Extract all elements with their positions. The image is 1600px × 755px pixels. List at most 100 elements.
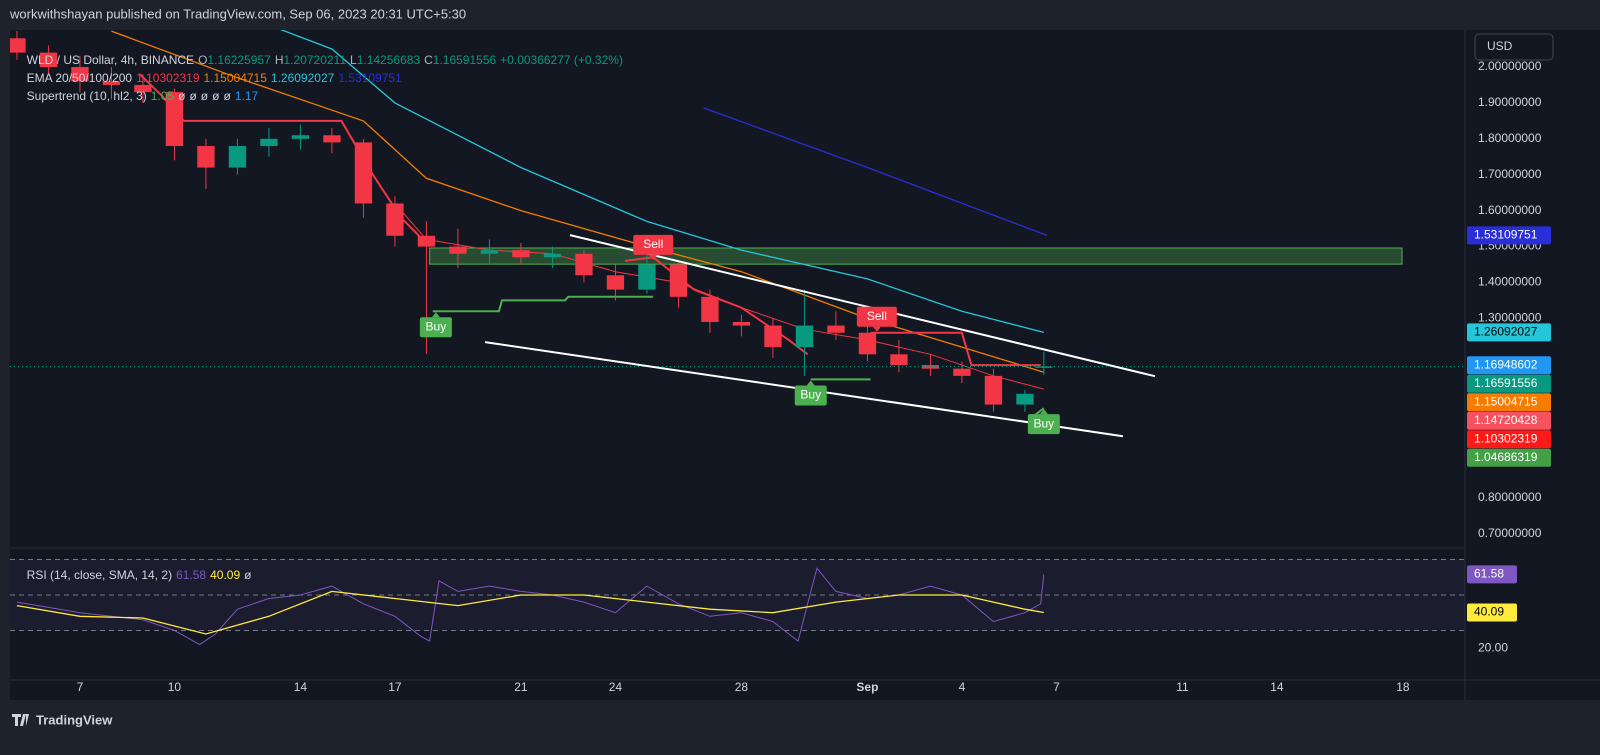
signal-label: Buy (1033, 416, 1054, 430)
st-value: ø (189, 89, 197, 103)
x-tick-label: 7 (1053, 680, 1060, 694)
candle-body (260, 138, 278, 147)
candle-body (417, 235, 436, 247)
x-tick-label: 21 (514, 680, 528, 694)
candle-body (701, 296, 719, 322)
candle-body (134, 84, 152, 93)
price-box-label: 1.16591556 (1474, 376, 1538, 390)
y-tick-label: 1.90000000 (1478, 95, 1542, 109)
candle-body (764, 325, 782, 348)
candle-body (575, 253, 593, 276)
x-tick-label: 4 (959, 680, 966, 694)
change: +0.00366277 (+0.32%) (500, 53, 623, 67)
x-tick-label: 10 (168, 680, 182, 694)
rsi-label: RSI (14, close, SMA, 14, 2) (26, 568, 173, 582)
o-letter: O (198, 53, 208, 67)
candle-body (638, 264, 656, 290)
candle-body (890, 354, 908, 366)
signal-box (856, 306, 897, 327)
ema100-value: 1.26092027 (270, 71, 335, 85)
candle-body (1035, 366, 1053, 368)
y-tick-label: 1.30000000 (1478, 311, 1542, 325)
currency[interactable]: USD (1487, 39, 1513, 53)
price-box (1467, 323, 1551, 342)
st-value: ø (223, 89, 231, 103)
logo-icon (12, 714, 29, 726)
c-letter: C (424, 53, 433, 67)
l-letter: L (350, 53, 357, 67)
rsi-sma-line (16, 590, 1044, 635)
h-letter: H (274, 53, 284, 67)
price-box-label: 1.16948602 (1474, 357, 1538, 371)
ema-label: EMA 20/50/100/200 (26, 71, 133, 85)
y-tick-label: 2.00000000 (1478, 59, 1542, 73)
price-box-label: 1.14720428 (1474, 413, 1538, 427)
st-value: 1.17 (234, 89, 259, 103)
o-value: 1.16225957 (207, 53, 271, 67)
signal-arrow (649, 254, 658, 260)
symbol: WLD / US Dollar, 4h, BINANCE (26, 53, 195, 67)
candle-body (984, 375, 1003, 405)
candle-body (291, 135, 310, 139)
signal-label: Buy (800, 388, 821, 402)
candle-body (228, 146, 247, 168)
rsi-pane (10, 558, 1465, 646)
candle-body (606, 275, 625, 290)
y-tick-label: 1.60000000 (1478, 203, 1542, 217)
candle-body (197, 146, 215, 168)
main-pane: Buy Sell Buy Sell Buy (10, 30, 1465, 438)
ema20-value: 1.10302319 (136, 71, 200, 85)
price-box (1467, 393, 1551, 412)
x-tick-label: 18 (1396, 680, 1410, 694)
rsi-box-label: 40.09 (1474, 605, 1504, 619)
ema50-value: 1.15004715 (203, 71, 267, 85)
rsi-band-fill (10, 559, 1465, 631)
price-box-label: 1.26092027 (1474, 325, 1538, 339)
signal-box (794, 385, 827, 406)
candle-body (795, 325, 814, 348)
rsi-box-label: 61.58 (1474, 567, 1504, 581)
y-tick-label: 0.70000000 (1478, 526, 1542, 540)
signal-box (1027, 414, 1060, 435)
candle-body (102, 81, 121, 85)
axes: 7 10 14 17 21 24 28 Sep 4 7 11 14 18 2.00000000 1.9000… (77, 59, 1551, 694)
supertrend-line (139, 73, 1041, 367)
candle-body (10, 38, 26, 53)
x-tick-label: Sep (856, 680, 878, 694)
candle-body (449, 246, 467, 254)
legend-ohlc: WLD / US Dollar, 4h, BINANCE O1.16225957 H… (20, 39, 627, 67)
h-value: 1.20720211 (283, 53, 346, 67)
y-tick-label: 1.70000000 (1478, 167, 1542, 181)
candle-body (354, 142, 373, 204)
signal-label: Sell (867, 309, 887, 323)
currency-button[interactable] (1474, 33, 1554, 61)
legend-rsi: RSI (14, close, SMA, 14, 2) 61.58 40.09 ø (20, 554, 255, 582)
candle-body (480, 250, 499, 254)
candle-body (953, 368, 971, 376)
legend-supertrend: Supertrend (10, hl2, 3) 1.05 ø ø ø ø ø 1.17 (20, 75, 262, 103)
candle-body (1016, 393, 1034, 405)
rsi-empty: ø (244, 568, 252, 582)
publisher: workwithshayan published on TradingView.… (9, 6, 466, 21)
ema200-value: 1.53109751 (338, 71, 402, 85)
x-tick-label: 11 (1176, 680, 1189, 694)
candle-body (858, 332, 877, 355)
price-box (1467, 226, 1551, 245)
x-tick-label: 24 (609, 680, 623, 694)
price-box (1467, 448, 1551, 467)
x-tick-label: 14 (1270, 680, 1284, 694)
price-box-label: 1.53109751 (1474, 228, 1538, 242)
x-tick-label: 7 (77, 680, 84, 694)
price-box-label: 1.04686319 (1474, 450, 1538, 464)
st-value: ø (212, 89, 220, 103)
price-box (1467, 430, 1551, 449)
signal-arrow (806, 380, 815, 386)
y-tick-label: 0.80000000 (1478, 490, 1542, 504)
candle-body (386, 203, 404, 236)
bottom-bar (0, 700, 1600, 755)
c-value: 1.16591556 (432, 53, 497, 67)
signal-arrow (1039, 409, 1048, 415)
rsi-tick-label: 20.00 (1478, 640, 1508, 654)
st-value: ø (200, 89, 209, 103)
